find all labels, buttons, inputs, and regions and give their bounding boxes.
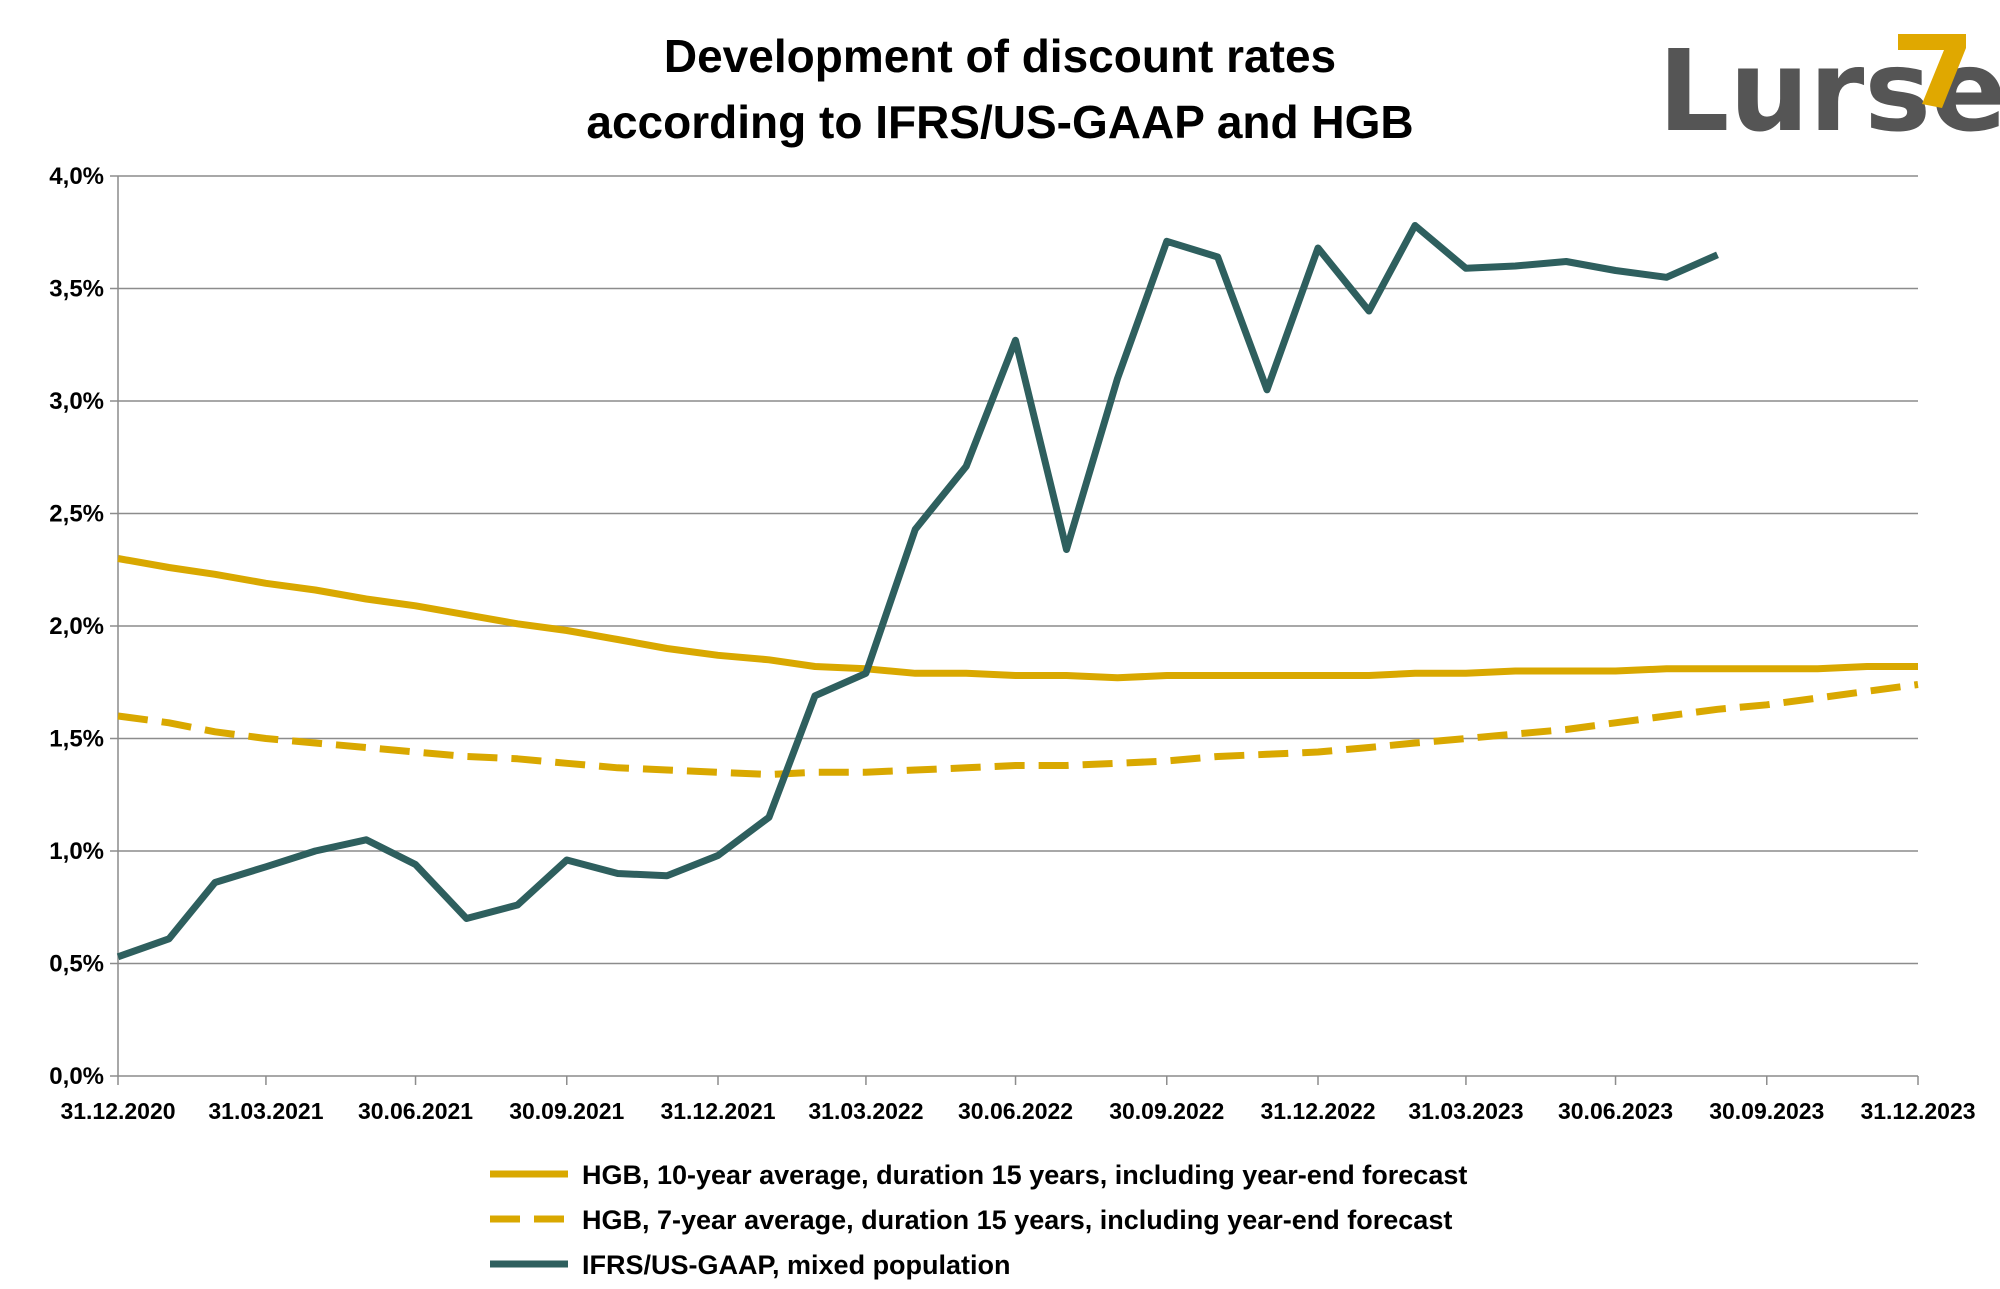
chart-title-line-1: Development of discount rates bbox=[664, 30, 1336, 82]
y-tick-label: 1,5% bbox=[49, 726, 104, 753]
legend-label-3: IFRS/US-GAAP, mixed population bbox=[582, 1250, 1011, 1280]
y-tick-label: 3,0% bbox=[49, 388, 104, 415]
chart-title-line-2: according to IFRS/US-GAAP and HGB bbox=[586, 96, 1413, 148]
x-tick-label: 30.09.2021 bbox=[509, 1098, 624, 1124]
lurse-logo: Lurse bbox=[1658, 27, 2000, 157]
legend-label-1: HGB, 10-year average, duration 15 years,… bbox=[582, 1160, 1467, 1190]
gridlines bbox=[110, 175, 1918, 1077]
logo-accent-chevron-icon bbox=[1898, 34, 1966, 108]
y-tick-label: 4,0% bbox=[49, 163, 104, 190]
y-axis-tick-labels: 0,0% 0,5% 1,0% 1,5% 2,0% 2,5% 3,0% 3,5% 4,0% bbox=[49, 163, 104, 1090]
x-tick-label: 30.09.2022 bbox=[1109, 1098, 1224, 1124]
series-line-1 bbox=[117, 555, 1918, 682]
x-tick-label: 31.03.2021 bbox=[208, 1098, 323, 1124]
x-tick-label: 30.06.2022 bbox=[958, 1098, 1073, 1124]
x-tick-label: 30.06.2023 bbox=[1558, 1098, 1673, 1124]
x-tick-label: 31.12.2021 bbox=[660, 1098, 775, 1124]
series-line-2 bbox=[117, 681, 1919, 778]
y-tick-label: 3,5% bbox=[49, 276, 104, 303]
series-line-3 bbox=[116, 222, 1719, 961]
series-lines bbox=[116, 222, 1919, 961]
y-tick-label: 0,5% bbox=[49, 951, 104, 978]
y-tick-label: 2,0% bbox=[49, 613, 104, 640]
x-tick-label: 30.06.2021 bbox=[358, 1098, 473, 1124]
x-tick-label: 31.12.2022 bbox=[1260, 1098, 1375, 1124]
legend: HGB, 10-year average, duration 15 years,… bbox=[490, 1160, 1467, 1280]
legend-label-2: HGB, 7-year average, duration 15 years, … bbox=[582, 1205, 1452, 1235]
x-tick-label: 30.09.2023 bbox=[1709, 1098, 1824, 1124]
axes bbox=[117, 176, 1919, 1085]
x-axis-tick-labels: 31.12.2020 31.03.2021 30.06.2021 30.09.2021… bbox=[60, 1098, 1975, 1124]
x-tick-label: 31.12.2020 bbox=[60, 1098, 175, 1124]
y-tick-label: 0,0% bbox=[49, 1063, 104, 1090]
y-tick-label: 2,5% bbox=[49, 501, 104, 528]
y-tick-label: 1,0% bbox=[49, 838, 104, 865]
x-tick-label: 31.03.2023 bbox=[1408, 1098, 1523, 1124]
x-tick-label: 31.12.2023 bbox=[1860, 1098, 1975, 1124]
x-tick-label: 31.03.2022 bbox=[808, 1098, 923, 1124]
